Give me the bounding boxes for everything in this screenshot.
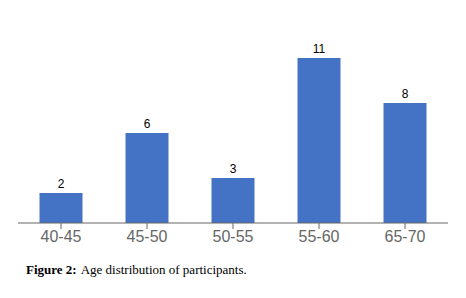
- svg-text:65-70: 65-70: [385, 228, 426, 245]
- svg-text:45-50: 45-50: [127, 228, 168, 245]
- svg-text:6: 6: [144, 117, 151, 131]
- svg-text:2: 2: [58, 177, 65, 191]
- svg-text:50-55: 50-55: [213, 228, 254, 245]
- svg-text:55-60: 55-60: [299, 228, 340, 245]
- svg-text:11: 11: [313, 42, 326, 56]
- svg-text:3: 3: [230, 162, 237, 176]
- svg-text:40-45: 40-45: [41, 228, 82, 245]
- html-text:Figure 2: Age distribution of: Figure 2: Age distribution of participan…: [26, 262, 247, 277]
- svg-text:8: 8: [402, 87, 409, 101]
